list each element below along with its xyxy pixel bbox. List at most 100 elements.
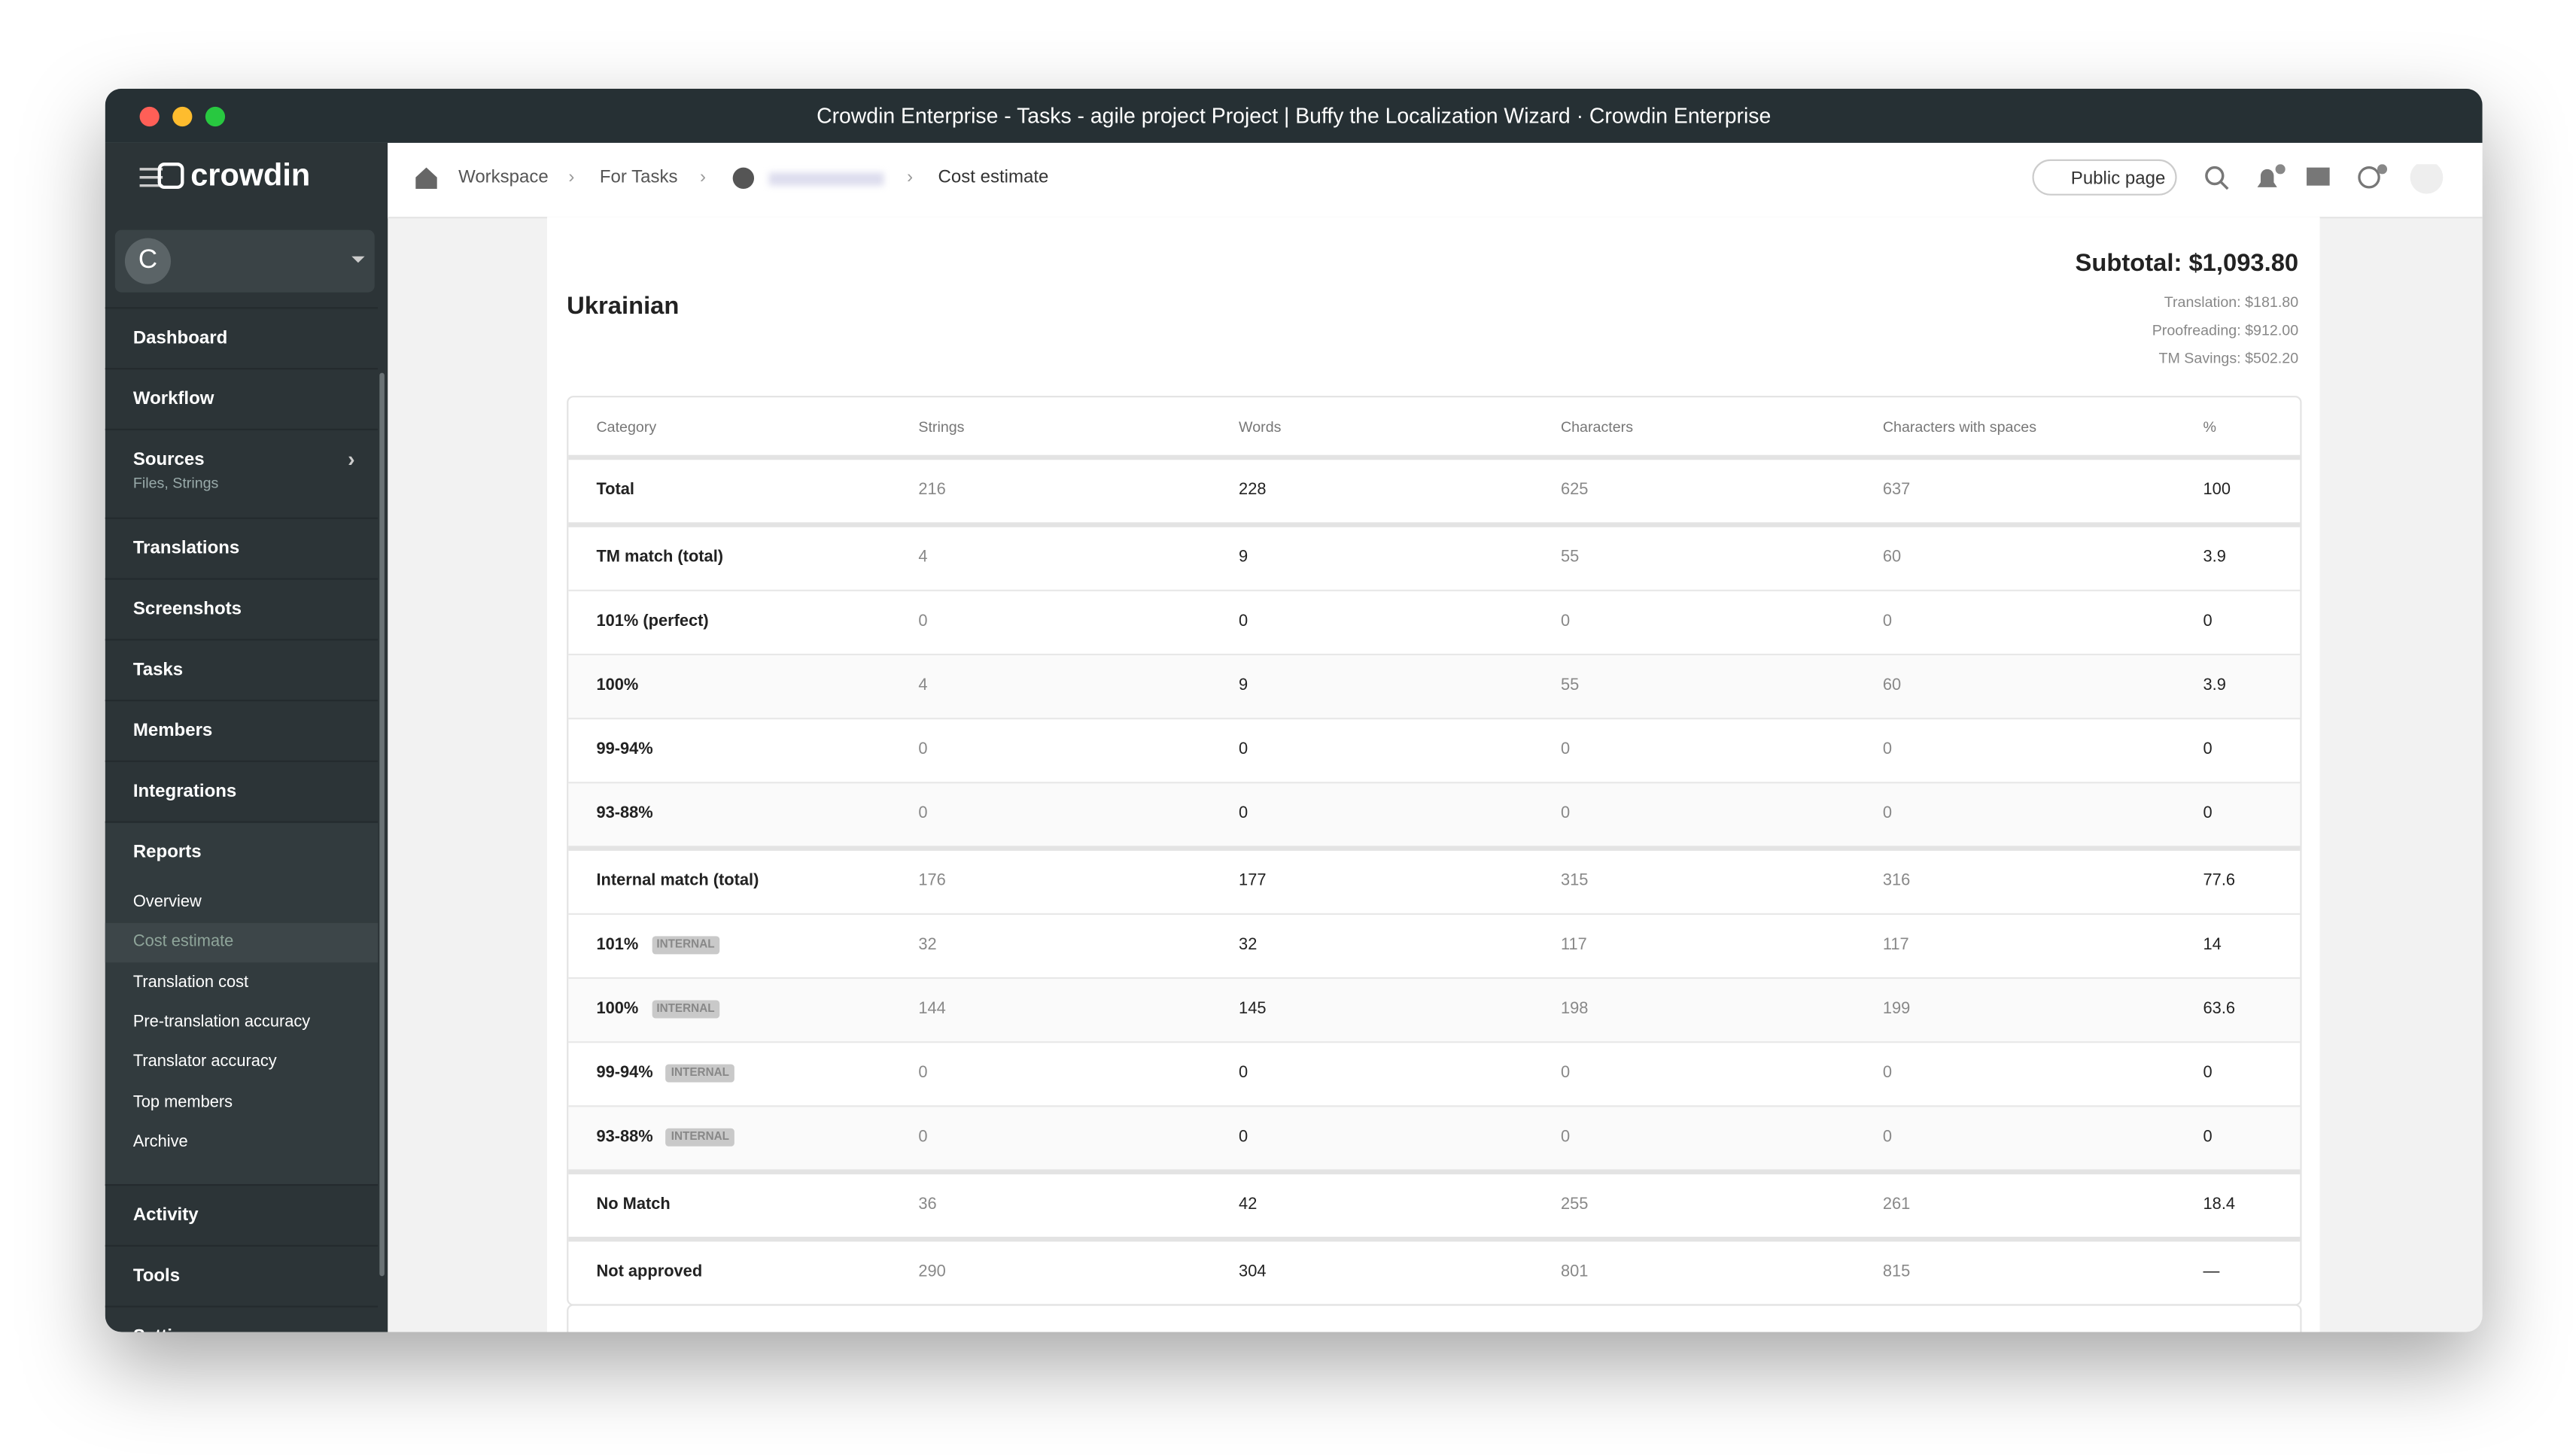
nav-item[interactable]: Sources Files, Strings › [105, 428, 379, 519]
cell: 42 [1239, 1195, 1258, 1214]
category-label: No Match [596, 1195, 671, 1214]
tag: INTERNAL [666, 1128, 734, 1147]
column-header: Category [596, 418, 657, 436]
minimize[interactable] [172, 106, 193, 127]
content: Ukrainian Subtotal: $1,093.80 Translatio… [388, 217, 2482, 1332]
cell: 32 [1239, 936, 1258, 955]
cell: 3.9 [2203, 548, 2226, 567]
cell: 0 [1560, 1128, 1571, 1147]
cell: 625 [1560, 481, 1589, 500]
category: TM match (total) [596, 548, 723, 567]
cell: 145 [1239, 1000, 1267, 1019]
nav-item[interactable]: Tools [105, 1244, 379, 1308]
cell: 0 [918, 612, 928, 631]
nav-label: Settings [105, 1308, 378, 1332]
cell: 0 [1560, 1064, 1571, 1083]
breadcrumb[interactable]: Workspace [458, 167, 549, 187]
cell: 637 [1882, 481, 1911, 500]
logo[interactable]: crowdin [190, 159, 311, 194]
cell: 228 [1239, 481, 1267, 500]
public-page-button[interactable]: Public page [2032, 159, 2177, 196]
column-header: Characters with spaces [1882, 418, 2037, 436]
title-bar: Crowdin Enterprise - Tasks - agile proje… [105, 88, 2483, 143]
category-label: 101% [596, 936, 639, 955]
column-header: % [2203, 418, 2217, 436]
close[interactable] [139, 106, 160, 127]
nav-item[interactable]: Dashboard [105, 307, 379, 369]
cost-line: Translation: $181.80 [2164, 293, 2299, 311]
nav-item[interactable]: Reports Overview Cost estimate Translation … [105, 821, 379, 1186]
nav-label: Tools [132, 1266, 181, 1286]
nav-item[interactable]: Members [105, 700, 379, 762]
cell: 14 [2203, 936, 2222, 955]
cell: 0 [918, 1128, 928, 1147]
zoom[interactable] [205, 106, 226, 127]
cell: 0 [1239, 1128, 1248, 1147]
cell: 0 [1239, 804, 1248, 823]
cell: 0 [918, 740, 928, 759]
tag: INTERNAL [651, 1000, 720, 1019]
tag: INTERNAL [666, 1064, 734, 1083]
cell: 0 [2203, 1128, 2213, 1147]
nav-child[interactable]: Translation cost [132, 973, 249, 992]
cell: 176 [918, 872, 946, 891]
cell: 4 [918, 548, 928, 567]
window-title: Crowdin Enterprise - Tasks - agile proje… [817, 103, 1772, 129]
project-selector[interactable]: C [114, 229, 375, 293]
cell: 144 [918, 1000, 946, 1019]
cell: 77.6 [2203, 872, 2236, 891]
nav-label: Sources [132, 450, 205, 470]
cost-line: Proofreading: $912.00 [2152, 321, 2299, 339]
category-label: 99-94% [596, 1064, 653, 1083]
cell: 0 [2203, 1064, 2213, 1083]
category-label: TM match (total) [596, 548, 724, 567]
cell: 4 [918, 676, 928, 695]
nav-label: Activity [132, 1205, 199, 1226]
cell: 60 [1882, 676, 1902, 695]
project-avatar: C [124, 238, 172, 284]
nav-item[interactable]: Tasks [105, 639, 379, 701]
table-row: 101% (perfect) 0 0 0 0 0 [568, 589, 2301, 654]
table-row: 100% 4 9 55 60 3.9 [568, 653, 2301, 718]
breadcrumb[interactable]: Cost estimate [938, 167, 1049, 187]
cell: 304 [1239, 1262, 1267, 1281]
nav-item[interactable]: Translations [105, 517, 379, 580]
logo-icon [157, 163, 184, 190]
nav-child[interactable]: Translator accuracy [132, 1053, 277, 1071]
nav-label: Screenshots [132, 599, 242, 620]
cell: 55 [1560, 676, 1580, 695]
nav-label: Integrations [132, 782, 237, 802]
cell: 0 [2203, 804, 2213, 823]
cell: 316 [1882, 872, 1911, 891]
scrollbar [379, 372, 385, 1277]
table-row: Internal match (total) 176 177 315 316 77.6 [568, 846, 2301, 913]
nav-label: Translations [132, 539, 240, 559]
cell: 100 [2203, 481, 2231, 500]
category: 93-88% [596, 805, 652, 823]
tag: INTERNAL [651, 936, 720, 955]
blurred-name [768, 172, 884, 186]
category-label: 93-88% [596, 804, 653, 823]
breadcrumb[interactable]: For Tasks [599, 167, 678, 187]
nav-child[interactable]: Cost estimate [105, 923, 379, 963]
nav-child[interactable]: Pre-translation accuracy [132, 1013, 311, 1031]
table-row: 99-94% INTERNAL 0 0 0 0 0 [568, 1041, 2301, 1105]
nav-item[interactable]: Settings› [105, 1305, 379, 1332]
home-icon[interactable] [414, 166, 439, 190]
nav-child[interactable]: Archive [132, 1132, 188, 1151]
nav-item[interactable]: Workflow [105, 368, 379, 430]
nav-child[interactable]: Overview [132, 893, 202, 912]
cell: 0 [918, 804, 928, 823]
category-label: 101% (perfect) [596, 612, 709, 631]
nav-child[interactable]: Top members [132, 1092, 233, 1111]
cell: 0 [1239, 740, 1248, 759]
column-header: Strings [918, 418, 965, 436]
nav-item[interactable]: Activity [105, 1184, 379, 1247]
category: 99-94% INTERNAL [596, 1064, 734, 1083]
nav-item[interactable]: Screenshots [105, 578, 379, 640]
button-label: Public page [2070, 169, 2166, 190]
category: Total [596, 481, 634, 500]
cell: 0 [1882, 740, 1892, 759]
cell: 0 [1560, 804, 1571, 823]
nav-item[interactable]: Integrations [105, 760, 379, 823]
